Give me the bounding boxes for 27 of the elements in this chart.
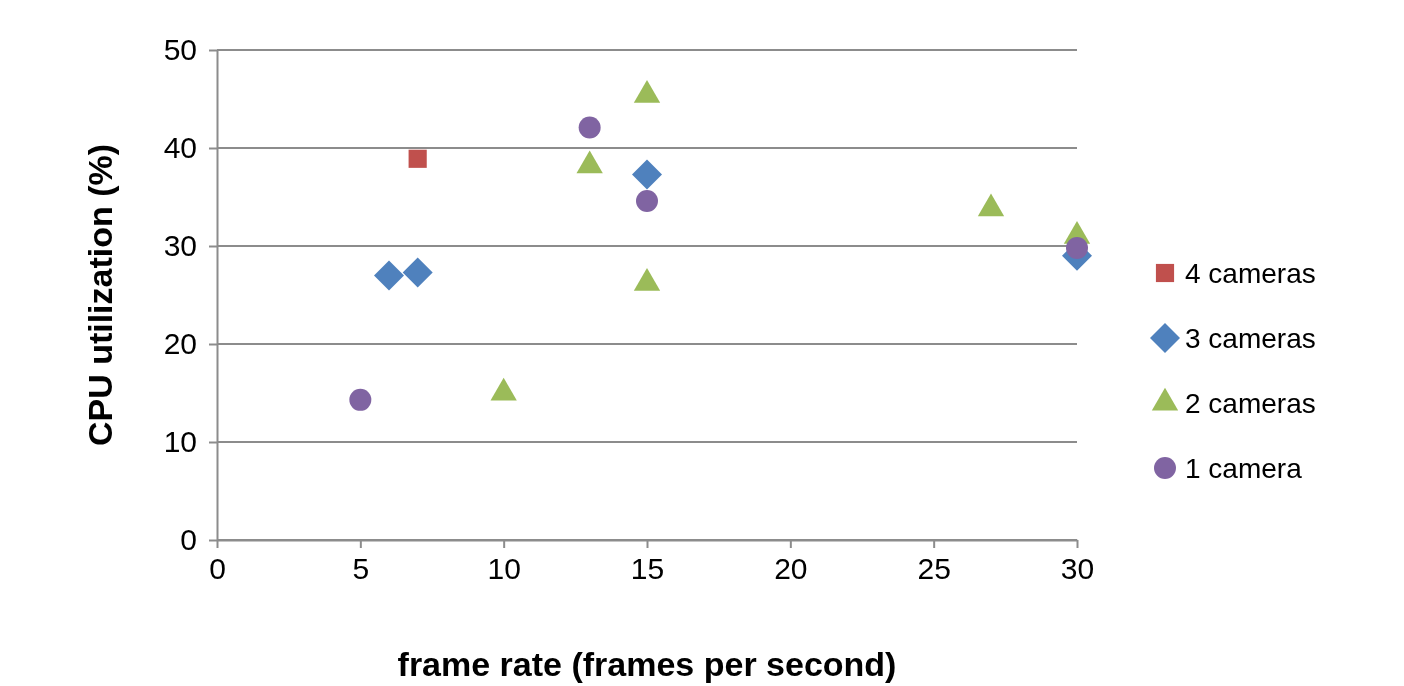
x-tick-label: 10 (487, 552, 521, 586)
x-tick-label: 30 (1060, 552, 1095, 586)
y-tick-label: 50 (163, 33, 197, 67)
point (636, 189, 658, 212)
x-tick-label: 15 (630, 552, 665, 586)
x-tick-label: 5 (352, 552, 370, 586)
x-tick-label: 20 (774, 552, 808, 586)
legend-label: 1 camera (1185, 453, 1303, 484)
legend-label: 3 cameras (1185, 323, 1316, 354)
y-tick-label: 30 (163, 229, 197, 263)
point (632, 159, 662, 190)
point (408, 149, 427, 168)
point (374, 260, 404, 291)
x-tick-label: 0 (209, 552, 226, 586)
point (349, 388, 372, 411)
legend-label: 4 cameras (1185, 258, 1316, 289)
y-tick-label: 20 (163, 327, 197, 361)
y-axis-title: CPU utilization (%) (81, 143, 119, 447)
y-tick-label: 0 (180, 523, 197, 557)
point (578, 116, 601, 139)
y-tick-label: 40 (163, 131, 197, 165)
y-tick-label: 10 (163, 425, 197, 459)
legend-label: 2 cameras (1185, 388, 1316, 419)
x-axis-title: frame rate (frames per second) (397, 645, 897, 683)
point (1066, 236, 1088, 259)
x-tick-label: 25 (917, 552, 951, 586)
point (402, 257, 433, 288)
